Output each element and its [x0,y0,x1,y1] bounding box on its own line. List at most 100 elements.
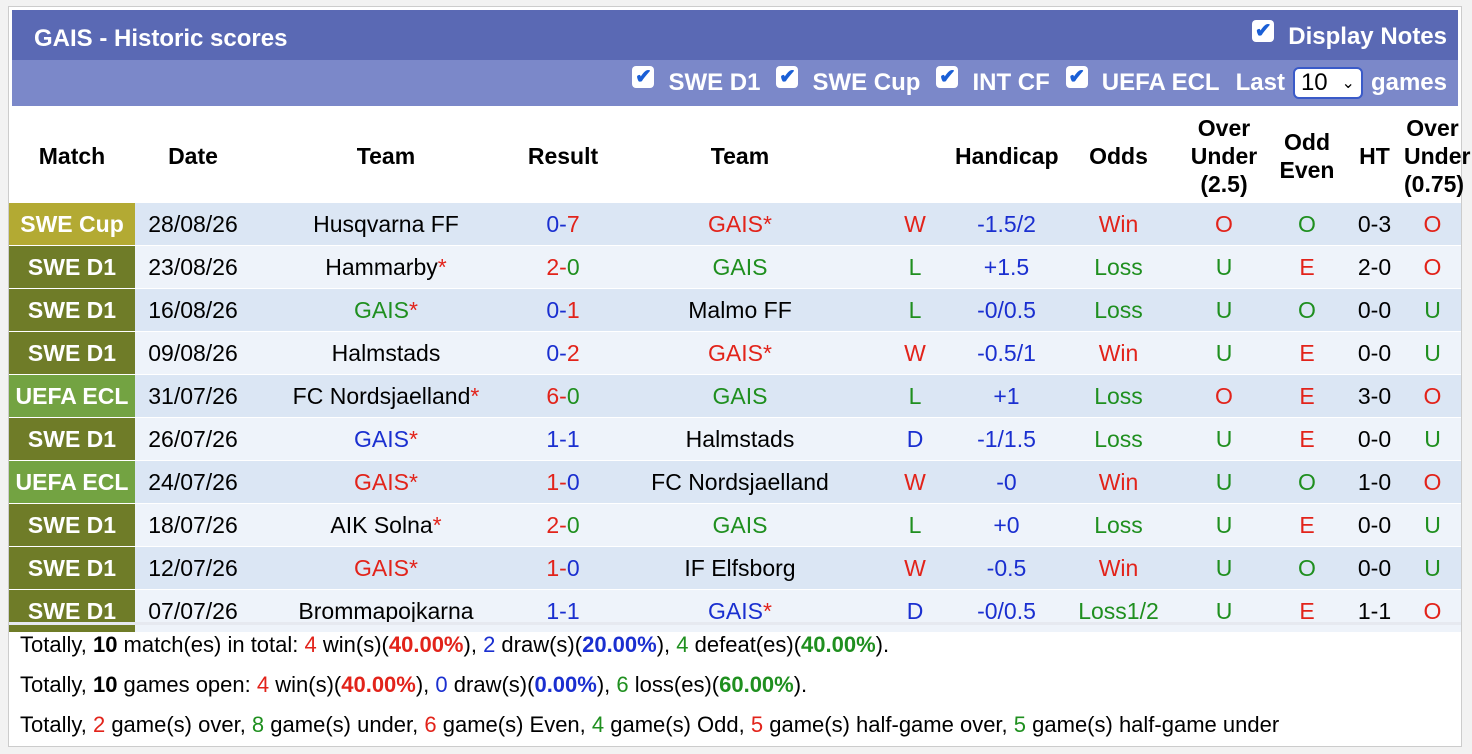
summary-segment: defeat(es)( [688,632,802,657]
summary-segment: 2 [92,712,106,737]
half-time-score: 0-0 [1345,331,1404,375]
team-name[interactable]: Halmstads [685,425,795,452]
away-team[interactable]: GAIS* [605,331,875,375]
over-under: O [1179,374,1269,418]
home-score: 1 [546,468,560,495]
match-result[interactable]: 1-1 [521,417,605,461]
team-name[interactable]: GAIS [354,554,409,581]
team-name[interactable]: GAIS [712,253,768,280]
filter-swe-cup[interactable]: ✔ SWE Cup [776,66,920,97]
odd-even: O [1269,546,1345,590]
team-name[interactable]: Husqvarna FF [313,210,459,237]
team-name[interactable]: AIK Solna [330,511,433,538]
table-row[interactable]: SWE D1 12/07/26 GAIS* 1-0 IF Elfsborg W -0.5 Wi… [9,546,1461,590]
away-team[interactable]: Halmstads [605,417,875,461]
away-team[interactable]: FC Nordsjaelland [605,460,875,504]
team-name[interactable]: Brommapojkarna [298,597,474,624]
col-handicap: Handicap [955,143,1059,169]
table-row[interactable]: UEFA ECL 31/07/26 FC Nordsjaelland* 6-0 GAIS… [9,374,1461,418]
match-date: 16/08/26 [135,288,251,332]
filter-label: SWE D1 [668,69,761,96]
table-row[interactable]: SWE D1 18/07/26 AIK Solna* 2-0 GAIS L +0 Loss U E… [9,503,1461,547]
home-team[interactable]: GAIS* [251,288,521,332]
star-marker: * [437,253,447,280]
match-result[interactable]: 1-0 [521,546,605,590]
table-row[interactable]: SWE D1 07/07/26 Brommapojkarna 1-1 GAIS* D -0/… [9,589,1461,633]
team-name[interactable]: GAIS [712,382,768,409]
team-name[interactable]: GAIS [712,511,768,538]
handicap-value: -0 [955,460,1058,504]
over-under: U [1179,331,1269,375]
col-over-under-half: Over Under (0.75) [1404,115,1471,197]
table-row[interactable]: SWE D1 26/07/26 GAIS* 1-1 Halmstads D -1/1.5 Lo… [9,417,1461,461]
away-team[interactable]: Malmo FF [605,288,875,332]
half-time-score: 0-0 [1345,546,1404,590]
match-result[interactable]: 1-0 [521,460,605,504]
odds-result: Loss [1058,503,1179,547]
summary-segment: game(s) half-game under [1026,712,1280,737]
odds-result: Win [1058,546,1179,590]
summary-segment: 40.00% [388,632,464,657]
team-name[interactable]: FC Nordsjaelland [292,382,471,409]
away-team[interactable]: GAIS* [605,203,875,246]
table-row[interactable]: UEFA ECL 24/07/26 GAIS* 1-0 FC Nordsjaelland… [9,460,1461,504]
team-name[interactable]: Hammarby [325,253,438,280]
summary-segment: 8 [251,712,265,737]
display-notes-toggle[interactable]: ✔ Display Notes [1252,20,1447,51]
team-name[interactable]: IF Elfsborg [684,554,796,581]
away-team[interactable]: GAIS [605,374,875,418]
home-team[interactable]: Husqvarna FF [251,203,521,246]
home-team[interactable]: AIK Solna* [251,503,521,547]
away-team[interactable]: GAIS [605,245,875,289]
half-time-score: 0-0 [1345,288,1404,332]
home-team[interactable]: FC Nordsjaelland* [251,374,521,418]
team-name[interactable]: Halmstads [331,339,441,366]
match-result[interactable]: 2-0 [521,245,605,289]
table-row[interactable]: SWE D1 16/08/26 GAIS* 0-1 Malmo FF L -0/0.5 Los… [9,288,1461,332]
summary-segment: 0.00% [534,672,597,697]
display-notes-checkbox[interactable]: ✔ [1252,20,1275,42]
home-team[interactable]: GAIS* [251,460,521,504]
team-name[interactable]: Malmo FF [688,296,792,323]
summary-segment: 5 [1013,712,1027,737]
team-name[interactable]: FC Nordsjaelland [651,468,829,495]
competition-badge: SWE D1 [9,417,135,461]
odd-even: E [1269,245,1345,289]
match-result[interactable]: 0-2 [521,331,605,375]
filter-int-cf[interactable]: ✔ INT CF [936,66,1050,97]
filter-checkbox[interactable]: ✔ [632,66,655,88]
col-wl [875,109,955,203]
match-result[interactable]: 0-7 [521,203,605,246]
team-name[interactable]: GAIS [354,468,409,495]
filter-label: UEFA ECL [1101,69,1220,96]
filter-checkbox[interactable]: ✔ [936,66,959,88]
last-games-select[interactable]: 10 ⌄ [1292,67,1363,99]
table-row[interactable]: SWE D1 09/08/26 Halmstads 0-2 GAIS* W -0.5/1 Wi… [9,331,1461,375]
table-row[interactable]: SWE D1 23/08/26 Hammarby* 2-0 GAIS L +1.5 Loss U… [9,245,1461,289]
table-row[interactable]: SWE Cup 28/08/26 Husqvarna FF 0-7 GAIS* W -1.5… [9,203,1461,246]
match-result[interactable]: 1-1 [521,589,605,633]
team-name[interactable]: GAIS [708,210,763,237]
filter-swe-d1[interactable]: ✔ SWE D1 [632,66,761,97]
match-result[interactable]: 0-1 [521,288,605,332]
away-team[interactable]: IF Elfsborg [605,546,875,590]
filter-uefa-ecl[interactable]: ✔ UEFA ECL [1065,66,1220,97]
filter-checkbox[interactable]: ✔ [1065,66,1088,88]
away-score: 0 [566,468,580,495]
match-result[interactable]: 6-0 [521,374,605,418]
team-name[interactable]: GAIS [354,296,409,323]
home-team[interactable]: GAIS* [251,417,521,461]
summary-segment: 2 [483,632,496,657]
home-team[interactable]: Halmstads [251,331,521,375]
summary-segment: Totally, [20,672,93,697]
team-name[interactable]: GAIS [354,425,409,452]
home-team[interactable]: Hammarby* [251,245,521,289]
home-team[interactable]: GAIS* [251,546,521,590]
away-team[interactable]: GAIS* [605,589,875,633]
team-name[interactable]: GAIS [708,339,763,366]
match-result[interactable]: 2-0 [521,503,605,547]
home-team[interactable]: Brommapojkarna [251,589,521,633]
filter-checkbox[interactable]: ✔ [776,66,799,88]
team-name[interactable]: GAIS [708,597,763,624]
away-team[interactable]: GAIS [605,503,875,547]
